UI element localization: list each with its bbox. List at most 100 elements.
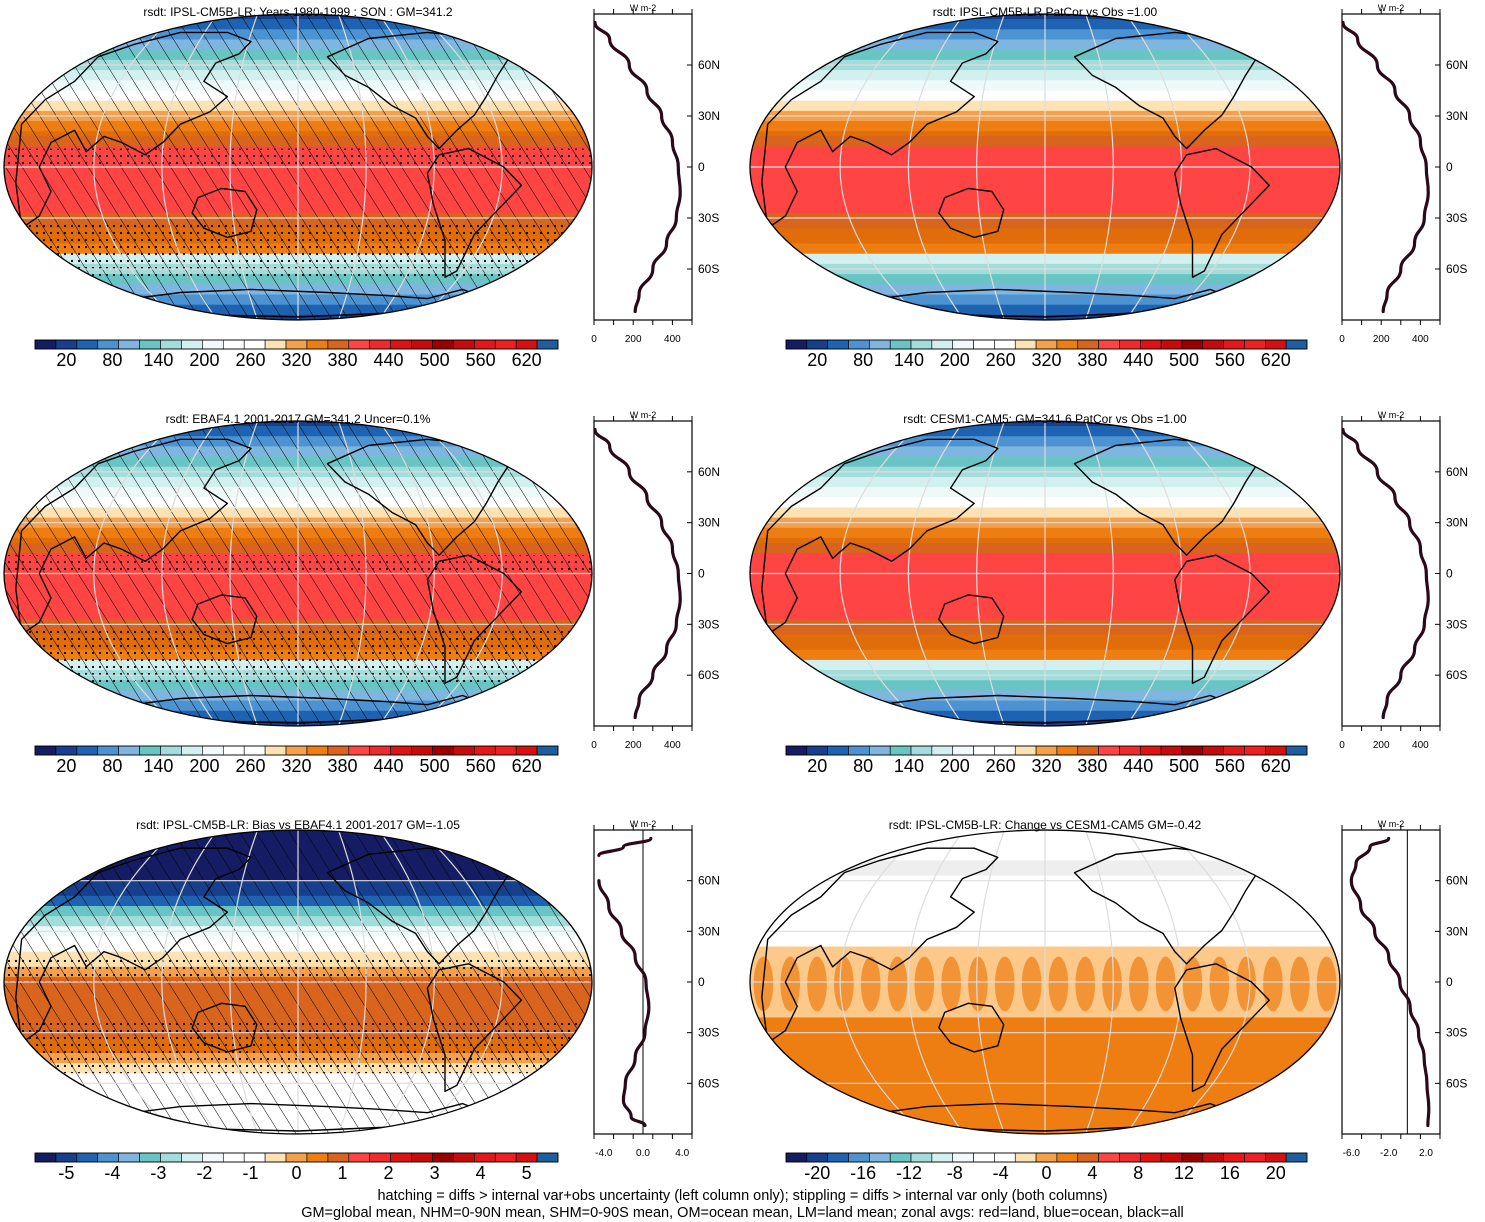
colorbar-swatch [76,339,99,350]
colorbar-swatch [994,745,1016,756]
colorbar-label: 80 [102,350,122,370]
colorbar-swatch [952,745,974,756]
colorbar-swatch [202,745,224,756]
colorbar-swatch [1223,745,1245,756]
profile-xtick-label: 4.0 [675,1148,689,1159]
colorbar-swatch [390,1152,412,1163]
wave-mark [1263,956,1283,1012]
colorbar-swatch [76,1152,99,1163]
wave-mark [1236,956,1256,1012]
colorbar-swatch [1202,339,1224,350]
graticule-lon [1125,421,1183,726]
colorbar-label: 140 [143,756,173,776]
graticule-lon [907,421,965,726]
colorbar-swatch [973,745,995,756]
colorbar-swatch [1223,339,1245,350]
wave-mark [1155,956,1176,1012]
colorbar-swatch [952,339,974,350]
colorbar-swatch [536,339,559,350]
colorbar-swatch [1035,1152,1058,1163]
colorbar-swatch [1014,745,1037,756]
colorbar-p4: 20 80 140 200 260 320 380 440 500 560 620 [785,745,1308,776]
colorbar-label: 80 [853,756,873,776]
colorbar-swatch [55,339,78,350]
colorbar-label: -4 [104,1163,120,1183]
graticule-lon [337,421,367,726]
map-p2: rsdt: IPSL-CM5B-LR PatCor vs Obs =1.00 [749,5,1341,321]
profile-lat-label: 60S [698,262,719,276]
colorbar-swatch [411,339,433,350]
footer-line-2: GM=global mean, NHM=0-90N mean, SHM=0-90… [301,1205,1184,1221]
zonal-mean-line [597,836,653,857]
graticule-lon [1125,14,1183,320]
colorbar-swatch [1160,745,1183,756]
colorbar-swatch [1265,745,1287,756]
colorbar-label: 4 [476,1163,486,1183]
colorbar-label: 200 [189,350,219,370]
colorbar-label: 5 [522,1163,532,1183]
colorbar-swatch [34,745,57,756]
graticule-lon [378,421,435,726]
wave-mark [914,956,935,1012]
colorbar-label: 140 [894,350,924,370]
colorbar-swatch [76,745,99,756]
colorbar-swatch [889,745,912,756]
colorbar-label: 320 [281,756,311,776]
coastline [191,187,258,239]
colorbar-label: -5 [58,1163,74,1183]
colorbar-swatch [1035,339,1058,350]
colorbar-label: 620 [1261,756,1291,776]
colorbar-swatch [474,745,496,756]
colorbar-swatch [1056,745,1079,756]
colorbar-label: 380 [1077,756,1107,776]
colorbar-swatch [515,1152,538,1163]
colorbar-swatch [327,745,350,756]
colorbar-label: 320 [281,350,311,370]
profile-xtick-label: 0.0 [636,1148,650,1159]
colorbar-label: 620 [512,756,542,776]
wave-mark [1209,956,1230,1012]
colorbar-swatch [536,1152,559,1163]
colorbar-swatch [910,339,933,350]
colorbar-swatch [515,339,538,350]
colorbar-swatch [306,339,329,350]
colorbar-swatch [1139,339,1162,350]
graticule-lon [1166,421,1251,726]
footer-line-1: hatching = diffs > internal var+obs unce… [377,1188,1108,1204]
colorbar-swatch [432,745,454,756]
colorbar-swatch [536,745,559,756]
colorbar-label: 20 [56,350,76,370]
profile-xtick-label: 0 [1339,740,1345,751]
colorbar-swatch [973,339,995,350]
colorbar-label: 560 [1215,350,1245,370]
colorbar-swatch [1244,745,1266,756]
map-p3: rsdt: EBAF4.1 2001-2017 GM=341.2 Uncer=0… [3,412,593,727]
profile-lat-label: 60S [1446,668,1467,682]
colorbar-swatch [160,1152,182,1163]
colorbar-swatch [243,339,266,350]
colorbar-swatch [889,339,912,350]
colorbar-swatch [181,745,203,756]
colorbar-label: 560 [1215,756,1245,776]
profile-lat-label: 0 [698,160,705,174]
colorbar-label: 140 [894,756,924,776]
colorbar-swatch [889,1152,912,1163]
colorbar-swatch [369,1152,391,1163]
colorbar-label: 3 [430,1163,440,1183]
colorbar-label: 20 [1266,1163,1286,1183]
map-outline [749,420,1341,727]
profile-unit: W m-2 [1378,819,1405,829]
zonal-profile-p6: W m-2 -6.0 -2.0 2.0 60N 30N 0 30S 60S [1341,819,1468,1159]
colorbar-swatch [348,339,371,350]
colorbar-swatch [34,1152,57,1163]
coastline [109,288,487,318]
colorbar-label: 1 [338,1163,348,1183]
colorbar-swatch [1285,745,1308,756]
graticule-lon [1166,830,1251,1134]
map-outline [749,13,1341,321]
colorbar-swatch [827,1152,849,1163]
colorbar-swatch [1119,745,1141,756]
coastline [1268,432,1312,468]
profile-lat-label: 60N [698,58,720,72]
wave-mark [834,956,854,1012]
